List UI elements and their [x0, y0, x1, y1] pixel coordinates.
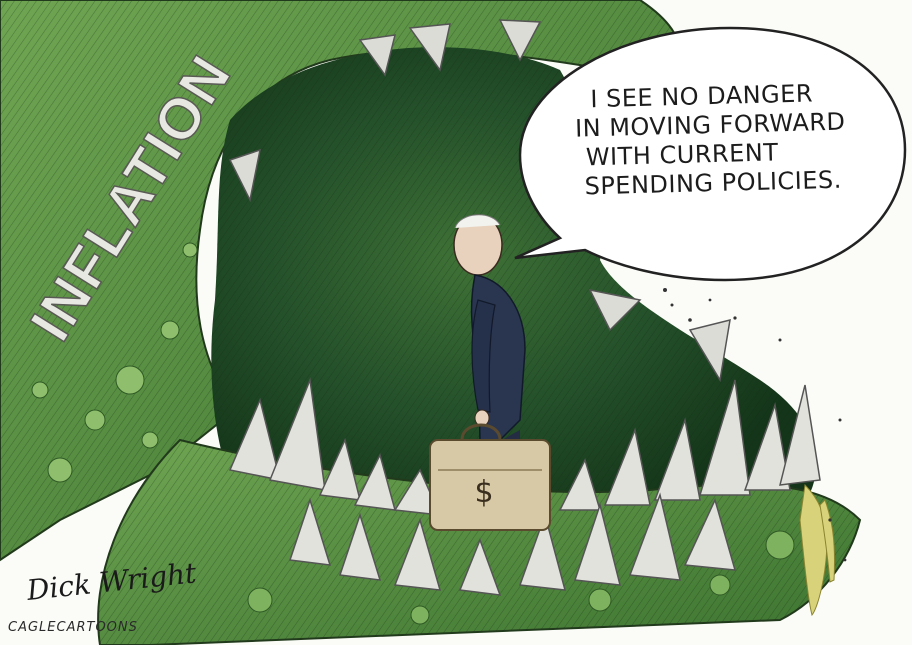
drool — [799, 483, 836, 617]
upper-teeth — [228, 19, 731, 383]
speckles — [663, 288, 847, 562]
speech-text: I SEE NO DANGER IN MOVING FORWARD WITH C… — [560, 78, 873, 202]
speech-bubble — [514, 26, 907, 282]
publisher-credit: CAGLECARTOONS — [8, 620, 138, 635]
monster-mouth — [211, 47, 817, 521]
dollar-sign: $ — [474, 475, 493, 510]
money-briefcase: $ — [429, 423, 551, 531]
